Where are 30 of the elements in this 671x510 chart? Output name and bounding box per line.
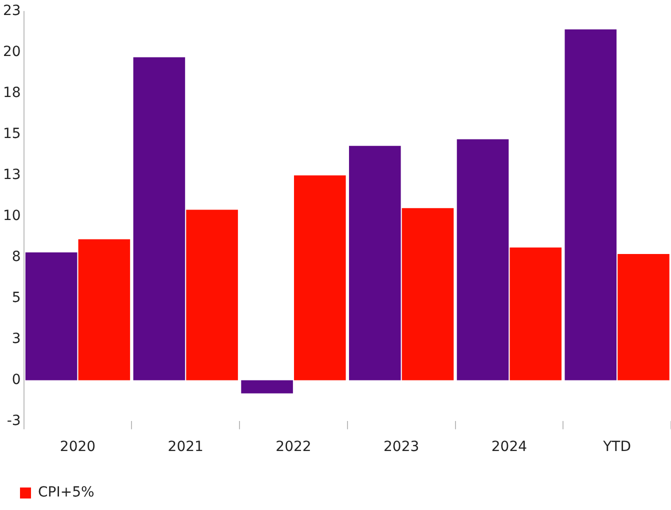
x-tick-label: 2024: [491, 439, 528, 456]
x-tick-label: 2021: [168, 439, 204, 456]
y-tick-label: 5: [12, 290, 21, 306]
y-tick-label: 8: [12, 248, 21, 265]
y-tick-label: 13: [2, 166, 21, 183]
bar: [564, 29, 617, 380]
bar: [402, 208, 454, 380]
y-tick-label: 3: [12, 330, 21, 347]
bar: [510, 247, 562, 380]
bar: [133, 57, 186, 380]
bar: [294, 175, 346, 380]
y-tick-label: 20: [2, 44, 21, 60]
y-tick-label: 0: [12, 372, 21, 388]
bar: [241, 380, 293, 394]
bar: [349, 146, 401, 380]
bar: [618, 254, 670, 380]
y-tick-label: 10: [2, 208, 21, 224]
x-tick-label: 2022: [276, 439, 312, 456]
x-tick-label: 2020: [60, 439, 96, 456]
y-tick-label: 18: [2, 85, 21, 101]
bar: [456, 139, 509, 380]
bar: [25, 252, 78, 380]
legend-label: CPI+5%: [38, 484, 94, 501]
y-tick-label: -3: [6, 412, 21, 429]
bar: [78, 239, 130, 380]
bar: [186, 210, 238, 380]
y-tick-label: 23: [2, 3, 21, 20]
x-tick-label: YTD: [602, 439, 632, 456]
x-tick-label: 2023: [384, 439, 420, 456]
y-tick-label: 15: [2, 126, 21, 142]
